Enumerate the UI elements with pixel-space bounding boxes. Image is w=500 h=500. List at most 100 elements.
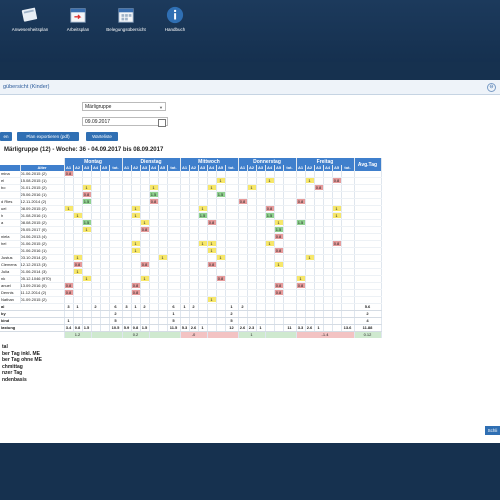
- slot-cell[interactable]: [305, 226, 315, 234]
- slot-cell[interactable]: [189, 289, 199, 297]
- slot-cell[interactable]: 0.8: [131, 289, 141, 297]
- slot-cell[interactable]: [158, 226, 168, 234]
- slot-cell[interactable]: 1: [149, 184, 159, 192]
- slot-cell[interactable]: [198, 219, 208, 227]
- slot-cell[interactable]: 0.8: [64, 171, 74, 178]
- slot-cell[interactable]: [189, 184, 199, 192]
- slot-cell[interactable]: 1: [82, 184, 92, 192]
- slot-cell[interactable]: [91, 177, 101, 185]
- slot-cell[interactable]: [100, 289, 110, 297]
- slot-cell[interactable]: [100, 254, 110, 262]
- slot-cell[interactable]: [122, 184, 132, 192]
- slot-cell[interactable]: [323, 212, 333, 220]
- slot-cell[interactable]: [100, 212, 110, 220]
- slot-cell[interactable]: [314, 247, 324, 255]
- slot-cell[interactable]: 1: [265, 240, 275, 248]
- slot-cell[interactable]: [238, 247, 248, 255]
- slot-cell[interactable]: [305, 275, 315, 283]
- slot-cell[interactable]: [274, 275, 284, 283]
- slot-cell[interactable]: [64, 268, 74, 276]
- slot-cell[interactable]: [100, 226, 110, 234]
- slot-cell[interactable]: [73, 184, 83, 192]
- slot-cell[interactable]: [100, 247, 110, 255]
- slot-cell[interactable]: 1: [158, 254, 168, 262]
- slot-cell[interactable]: [256, 240, 266, 248]
- slot-cell[interactable]: [265, 296, 275, 304]
- slot-cell[interactable]: [314, 296, 324, 304]
- slot-cell[interactable]: [158, 261, 168, 269]
- slot-cell[interactable]: [140, 184, 150, 192]
- slot-cell[interactable]: [207, 177, 217, 185]
- slot-cell[interactable]: [131, 226, 141, 234]
- slot-cell[interactable]: [256, 212, 266, 220]
- slot-cell[interactable]: [131, 233, 141, 241]
- slot-cell[interactable]: 1: [131, 240, 141, 248]
- slot-cell[interactable]: [238, 226, 248, 234]
- slot-cell[interactable]: [198, 296, 208, 304]
- slot-cell[interactable]: [332, 268, 342, 276]
- slot-cell[interactable]: 1: [140, 219, 150, 227]
- slot-cell[interactable]: 0.8: [265, 205, 275, 213]
- slot-cell[interactable]: [238, 254, 248, 262]
- slot-cell[interactable]: [198, 289, 208, 297]
- slot-cell[interactable]: [198, 282, 208, 290]
- slot-cell[interactable]: 0.8: [64, 282, 74, 290]
- toolbar-workplan[interactable]: Arbeitsplan: [51, 6, 105, 32]
- slot-cell[interactable]: 1: [82, 226, 92, 234]
- slot-cell[interactable]: [323, 247, 333, 255]
- slot-cell[interactable]: [247, 177, 257, 185]
- slot-cell[interactable]: 0.8: [296, 198, 306, 206]
- slot-cell[interactable]: [131, 296, 141, 304]
- calendar-picker-icon[interactable]: [158, 119, 166, 127]
- slot-cell[interactable]: [332, 289, 342, 297]
- slot-cell[interactable]: [198, 184, 208, 192]
- slot-cell[interactable]: [323, 184, 333, 192]
- child-row[interactable]: 01.06.2016 (1) 1 1 0.8: [0, 247, 382, 255]
- slot-cell[interactable]: [91, 219, 101, 227]
- slot-cell[interactable]: [207, 233, 217, 241]
- slot-cell[interactable]: [91, 296, 101, 304]
- toolbar-manual[interactable]: Handbuch: [148, 6, 202, 32]
- slot-cell[interactable]: [100, 240, 110, 248]
- slot-cell[interactable]: [274, 212, 284, 220]
- slot-cell[interactable]: [247, 275, 257, 283]
- slot-cell[interactable]: [180, 261, 190, 269]
- toolbar-occupancy[interactable]: Belegungsübersicht: [99, 6, 153, 32]
- slot-cell[interactable]: [122, 296, 132, 304]
- slot-cell[interactable]: [238, 282, 248, 290]
- slot-cell[interactable]: [189, 212, 199, 220]
- slot-cell[interactable]: [122, 247, 132, 255]
- child-row[interactable]: Justus 03.10.2014 (2) 1 1 1 1: [0, 254, 382, 262]
- slot-cell[interactable]: [314, 233, 324, 241]
- slot-cell[interactable]: [158, 240, 168, 248]
- slot-cell[interactable]: 1.5: [265, 212, 275, 220]
- slot-cell[interactable]: [82, 254, 92, 262]
- slot-cell[interactable]: [64, 177, 74, 185]
- slot-cell[interactable]: [274, 171, 284, 178]
- slot-cell[interactable]: [149, 212, 159, 220]
- slot-cell[interactable]: [323, 205, 333, 213]
- slot-cell[interactable]: [122, 191, 132, 199]
- slot-cell[interactable]: [256, 268, 266, 276]
- slot-cell[interactable]: [296, 268, 306, 276]
- slot-cell[interactable]: [158, 219, 168, 227]
- slot-cell[interactable]: [296, 261, 306, 269]
- child-row[interactable]: Dennis 11.12.2014 (2) 0.8 0.8 0.8: [0, 289, 382, 297]
- slot-cell[interactable]: [305, 212, 315, 220]
- slot-cell[interactable]: [305, 171, 315, 178]
- slot-cell[interactable]: [140, 191, 150, 199]
- slot-cell[interactable]: 1: [274, 219, 284, 227]
- slot-cell[interactable]: [180, 219, 190, 227]
- slot-cell[interactable]: [256, 177, 266, 185]
- slot-cell[interactable]: [274, 240, 284, 248]
- slot-cell[interactable]: [216, 296, 226, 304]
- slot-cell[interactable]: [256, 289, 266, 297]
- child-row[interactable]: 25.06.2016 (1) 0.8 1.5 1.5: [0, 191, 382, 199]
- child-row[interactable]: el 15.08.2015 (1) 1 1 1 0.8: [0, 177, 382, 185]
- slot-cell[interactable]: [149, 226, 159, 234]
- slot-cell[interactable]: [149, 296, 159, 304]
- slot-cell[interactable]: [323, 268, 333, 276]
- slot-cell[interactable]: [73, 226, 83, 234]
- slot-cell[interactable]: [91, 275, 101, 283]
- slot-cell[interactable]: [296, 247, 306, 255]
